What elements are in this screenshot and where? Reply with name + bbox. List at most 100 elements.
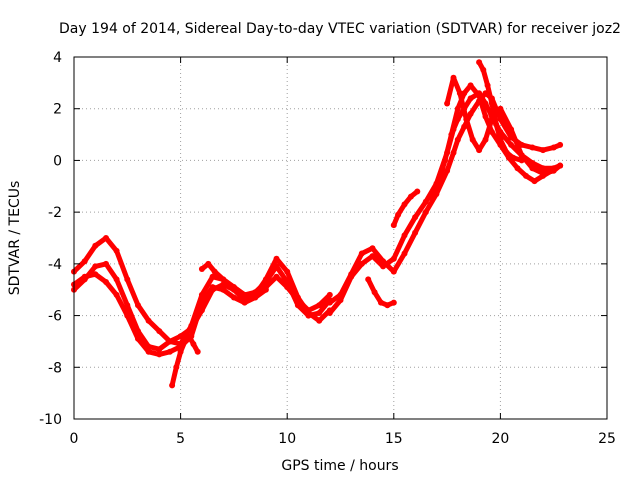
data-point <box>390 255 397 262</box>
data-point <box>444 100 451 107</box>
y-axis-label: SDTVAR / TECUs <box>7 181 23 296</box>
data-point <box>348 271 355 278</box>
x-tick-label: 15 <box>385 431 403 447</box>
data-point <box>92 271 99 278</box>
data-point <box>493 121 500 128</box>
data-point <box>557 141 564 148</box>
data-point <box>241 299 248 306</box>
data-point <box>529 144 536 151</box>
data-point <box>220 286 227 293</box>
data-point <box>456 90 463 97</box>
data-point <box>211 268 218 275</box>
data-point <box>401 201 408 208</box>
data-point <box>284 268 291 275</box>
x-tick-label: 5 <box>176 431 185 447</box>
axis-ticks: 0 5 10 15 20 25 -10 -8 -6 -4 -2 0 2 4 <box>39 50 616 447</box>
data-point <box>262 286 269 293</box>
data-point <box>230 284 237 291</box>
data-point <box>450 149 457 156</box>
data-point <box>467 82 474 89</box>
data-point <box>390 299 397 306</box>
data-point <box>113 276 120 283</box>
data-point <box>81 258 88 265</box>
y-tick-label: -6 <box>48 309 62 325</box>
y-tick-label: 4 <box>53 50 62 66</box>
data-point <box>135 335 141 342</box>
data-point <box>316 302 323 309</box>
data-point <box>531 178 538 185</box>
data-point <box>557 162 564 169</box>
data-point <box>488 100 495 107</box>
y-tick-label: 0 <box>53 153 62 169</box>
data-point <box>497 136 504 143</box>
data-point <box>284 284 291 291</box>
data-point <box>103 235 109 241</box>
x-tick-label: 0 <box>70 431 79 447</box>
data-point <box>326 291 333 298</box>
data-point <box>156 351 163 358</box>
data-point <box>407 193 414 200</box>
data-point <box>540 170 546 177</box>
data-point <box>540 165 546 172</box>
data-point <box>395 211 402 218</box>
data-point <box>401 250 408 257</box>
data-point <box>454 105 461 112</box>
data-point <box>422 209 429 216</box>
data-point <box>113 291 120 298</box>
data-point <box>480 66 487 73</box>
data-point <box>371 289 378 296</box>
data-point <box>435 178 442 185</box>
data-point <box>429 196 436 203</box>
data-point <box>145 317 152 324</box>
data-point <box>273 255 280 262</box>
data-point <box>209 284 216 291</box>
data-point <box>508 141 515 148</box>
plot-frame <box>73 56 608 420</box>
data-point <box>476 147 483 154</box>
data-point <box>497 116 504 123</box>
data-point <box>173 364 180 371</box>
data-point <box>518 157 525 164</box>
data-point <box>177 333 184 340</box>
data-point <box>124 302 131 309</box>
data-point <box>390 268 397 275</box>
data-point <box>484 82 491 89</box>
data-point <box>209 273 216 280</box>
data-point <box>337 291 344 298</box>
data-point <box>414 188 421 195</box>
data-point <box>194 348 201 355</box>
data-point <box>369 253 376 260</box>
data-point <box>103 260 109 267</box>
data-point <box>166 338 173 345</box>
data-point <box>390 222 397 229</box>
data-point <box>444 167 451 174</box>
y-tick-label: -10 <box>39 412 62 428</box>
y-tick-label: 2 <box>53 102 62 118</box>
data-point <box>124 312 131 319</box>
data-point <box>508 126 515 133</box>
data-point <box>316 317 323 324</box>
x-axis-label: GPS time / hours <box>281 458 398 474</box>
series-layer <box>71 59 564 389</box>
data-point <box>145 348 152 355</box>
data-point <box>205 260 212 267</box>
data-point <box>198 299 205 306</box>
data-point <box>469 136 476 143</box>
x-tick-label: 20 <box>491 431 509 447</box>
x-tick-label: 25 <box>598 431 616 447</box>
data-point <box>190 341 197 347</box>
data-point <box>450 74 457 81</box>
data-point <box>252 294 259 301</box>
data-point <box>476 59 483 66</box>
data-point <box>113 247 120 254</box>
data-point <box>550 144 557 151</box>
data-point <box>156 328 163 335</box>
data-point <box>166 348 173 355</box>
y-tick-label: -8 <box>48 360 62 376</box>
data-point <box>294 297 301 304</box>
data-point <box>103 279 109 285</box>
data-point <box>510 154 517 161</box>
y-tick-label: -2 <box>48 205 62 221</box>
